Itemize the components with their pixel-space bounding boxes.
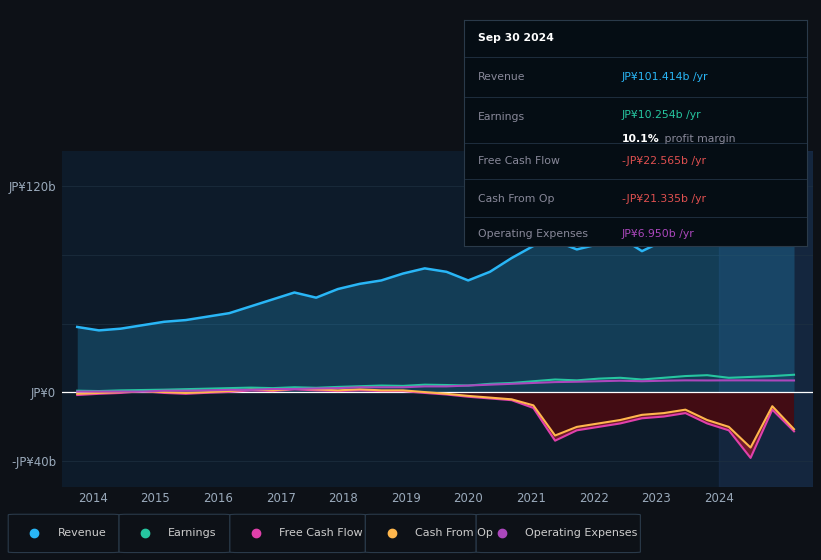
Text: -JP¥22.565b /yr: -JP¥22.565b /yr bbox=[621, 156, 706, 166]
FancyBboxPatch shape bbox=[8, 514, 119, 553]
Text: Sep 30 2024: Sep 30 2024 bbox=[478, 33, 553, 43]
Text: JP¥101.414b /yr: JP¥101.414b /yr bbox=[621, 72, 709, 82]
Text: Free Cash Flow: Free Cash Flow bbox=[478, 156, 559, 166]
Text: Free Cash Flow: Free Cash Flow bbox=[279, 529, 363, 538]
FancyBboxPatch shape bbox=[119, 514, 230, 553]
Text: Earnings: Earnings bbox=[168, 529, 217, 538]
FancyBboxPatch shape bbox=[365, 514, 476, 553]
Text: Cash From Op: Cash From Op bbox=[415, 529, 493, 538]
Text: Revenue: Revenue bbox=[57, 529, 106, 538]
FancyBboxPatch shape bbox=[476, 514, 640, 553]
Bar bbox=[719, 151, 813, 487]
Text: Earnings: Earnings bbox=[478, 112, 525, 122]
Text: 10.1%: 10.1% bbox=[621, 134, 659, 144]
Text: JP¥10.254b /yr: JP¥10.254b /yr bbox=[621, 110, 701, 120]
Text: JP¥6.950b /yr: JP¥6.950b /yr bbox=[621, 229, 695, 239]
Text: Revenue: Revenue bbox=[478, 72, 525, 82]
Text: Cash From Op: Cash From Op bbox=[478, 194, 554, 204]
Text: -JP¥21.335b /yr: -JP¥21.335b /yr bbox=[621, 194, 706, 204]
Text: profit margin: profit margin bbox=[661, 134, 736, 144]
Text: Operating Expenses: Operating Expenses bbox=[525, 529, 638, 538]
Text: Operating Expenses: Operating Expenses bbox=[478, 229, 588, 239]
FancyBboxPatch shape bbox=[230, 514, 365, 553]
